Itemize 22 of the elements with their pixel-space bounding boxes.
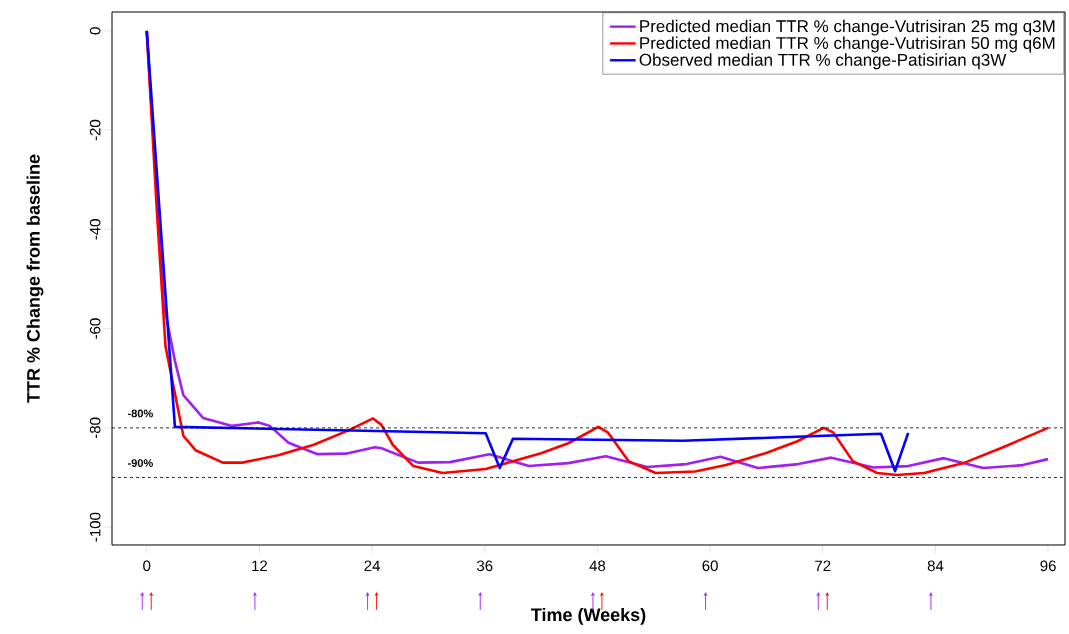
y-tick-label: 0 [89, 27, 101, 35]
x-tick-label: 12 [252, 560, 267, 571]
y-axis-title: TTR % Change from baseline [26, 154, 44, 403]
y-tick-label: -100 [89, 512, 101, 542]
legend-label: Predicted median TTR % change-Vutrisiran 25 mg q3M [640, 19, 1055, 36]
x-tick-label: 60 [702, 560, 718, 572]
ref-line-label: -90% [127, 459, 153, 467]
y-tick-label: -80 [89, 417, 101, 439]
ref-line-label: -80% [127, 409, 153, 418]
x-axis-title: Time (Weeks) [531, 607, 646, 625]
x-tick-label: 84 [927, 560, 944, 572]
x-tick-label: 24 [364, 560, 380, 571]
x-tick-label: 0 [143, 560, 151, 572]
legend-label: Observed median TTR % change-Patisirian q3W [639, 53, 1007, 70]
x-tick-label: 72 [815, 560, 831, 571]
x-tick-label: 96 [1040, 560, 1056, 572]
y-tick-label: -60 [89, 318, 101, 339]
x-tick-label: 36 [476, 560, 493, 572]
legend-label: Predicted median TTR % change-Vutrisiran 50 mg q6M [640, 36, 1055, 53]
x-tick-label: 48 [589, 560, 606, 572]
y-tick-label: -20 [89, 119, 101, 141]
y-tick-label: -40 [89, 219, 101, 240]
